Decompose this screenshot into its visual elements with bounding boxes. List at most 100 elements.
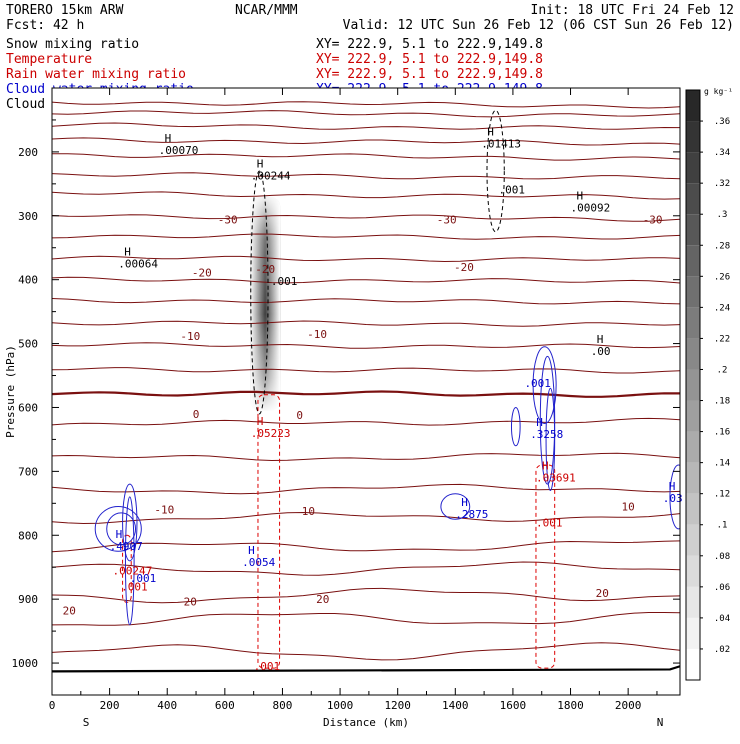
isotherm-8 <box>52 233 680 240</box>
max-value-1: .00244 <box>251 169 291 182</box>
isotherm-7 <box>52 214 680 222</box>
isotherm-3 <box>52 137 680 146</box>
colorbar-swatch-17 <box>686 121 700 153</box>
x-tick-label-5: 1000 <box>327 699 354 712</box>
colorbar-tick-label-7: .16 <box>714 428 730 438</box>
max-value-10: .001 <box>536 516 563 529</box>
colorbar-tick-label-8: .18 <box>714 397 730 407</box>
plot-frame <box>51 87 681 696</box>
max-value-6: .001 <box>271 275 298 288</box>
colorbar-swatch-14 <box>686 214 700 246</box>
isotherm-16 <box>52 417 680 426</box>
isotherm-label-15: 20 <box>596 587 609 600</box>
isotherm-label-2: -30 <box>643 214 663 227</box>
x-tick-label-3: 600 <box>215 699 235 712</box>
isotherm-label-14: 20 <box>316 593 329 606</box>
x-tick-label-9: 1800 <box>557 699 584 712</box>
colorbar-frame <box>685 89 701 681</box>
snow-shading <box>250 196 281 411</box>
header-valid: Valid: 12 UTC Sun 26 Feb 12 (06 CST Sun … <box>343 18 734 33</box>
surface-line <box>52 665 680 673</box>
isotherm-11 <box>52 298 680 305</box>
max-H-5: H <box>597 333 604 346</box>
isotherm-2 <box>52 122 680 130</box>
isotherm-label-10: -10 <box>154 504 174 517</box>
x-tick-label-10: 2000 <box>615 699 642 712</box>
max-value-2: .00064 <box>118 258 158 271</box>
header-fcst: Fcst: 42 h <box>6 18 84 33</box>
max-H-16: H <box>248 544 255 557</box>
colorbar-swatch-16 <box>686 152 700 184</box>
colorbar: .02 .04 .06 .08 .1 .12 .14 .16 .18 .2 .22 .24 .26 .28… <box>685 87 733 681</box>
isotherm-label-8: 0 <box>193 408 200 421</box>
cloud-water-left-3 <box>122 483 138 562</box>
max-value-5: .00 <box>591 345 611 358</box>
isotherm-12 <box>52 320 680 327</box>
isotherm-4 <box>52 153 680 161</box>
colorbar-swatch-2 <box>686 586 700 618</box>
colorbar-swatch-12 <box>686 276 700 308</box>
y-tick-label-8: 1000 <box>12 657 39 670</box>
isotherm-21 <box>52 561 680 576</box>
cloud-water-left-4 <box>124 496 135 626</box>
cloud-water-left-1 <box>94 506 142 552</box>
colorbar-swatch-0 <box>686 648 700 680</box>
y-axis-label: Pressure (hPa) <box>4 345 17 438</box>
colorbar-tick-label-12: .26 <box>714 272 730 282</box>
y-tick-label-6: 800 <box>18 529 38 542</box>
isotherm-labels: -30 -30 -30 -20 -20 -20 -10 -10 0 0 -10 10 10 20 20 20 2… <box>63 214 663 618</box>
legend-xy-0: XY= 222.9, 5.1 to 222.9,149.8 <box>316 37 543 52</box>
max-H-20: H <box>669 480 676 493</box>
isotherm-label-7: -10 <box>307 328 327 341</box>
y-tick-label-3: 500 <box>18 338 38 351</box>
max-value-8: .05223 <box>251 427 291 440</box>
max-H-19: H <box>536 416 543 429</box>
colorbar-swatch-13 <box>686 245 700 277</box>
legend-name-2: Rain water mixing ratio <box>6 67 186 82</box>
colorbar-tick-label-15: .32 <box>714 179 730 189</box>
x-tick-label-0: 0 <box>49 699 56 712</box>
isotherm-label-1: -30 <box>437 214 457 227</box>
isotherm-label-11: 10 <box>302 505 315 518</box>
max-value-3: .01413 <box>481 138 521 151</box>
snow-shade-fade-0 <box>250 196 281 411</box>
colorbar-swatch-3 <box>686 555 700 587</box>
isotherm-label-12: 10 <box>622 501 635 514</box>
colorbar-swatch-1 <box>686 617 700 649</box>
isotherm-24 <box>52 642 680 661</box>
cloud-water-left-2 <box>106 512 137 546</box>
isotherm-22 <box>52 587 680 604</box>
max-H-8: H <box>257 415 264 428</box>
legend-xy-2: XY= 222.9, 5.1 to 222.9,149.8 <box>316 67 543 82</box>
isotherm-label-4: -20 <box>255 263 275 276</box>
colorbar-swatch-8 <box>686 400 700 432</box>
colorbar-tick-label-5: .12 <box>714 490 730 500</box>
legend-xy-1: XY= 222.9, 5.1 to 222.9,149.8 <box>316 52 543 67</box>
max-H-3: H <box>487 126 494 139</box>
colorbar-unit: g kg⁻¹ <box>704 87 733 96</box>
colorbar-swatch-6 <box>686 462 700 494</box>
header-init: Init: 18 UTC Fri 24 Feb 12 <box>531 3 735 18</box>
colorbar-tick-label-16: .34 <box>714 148 730 158</box>
isotherm-15 <box>52 390 680 398</box>
cloud-water-right-4 <box>510 406 521 447</box>
max-value-0: .00070 <box>159 144 199 157</box>
colorbar-tick-label-9: .2 <box>717 365 728 375</box>
colorbar-tick-label-17: .36 <box>714 117 730 127</box>
cloud-water-mid <box>440 493 471 520</box>
max-value-13: .001 <box>254 660 280 673</box>
x-axis-label: Distance (km) <box>323 716 409 729</box>
isotherm-lines <box>52 101 680 673</box>
y-tick-label-1: 300 <box>18 210 38 223</box>
y-tick-label-4: 600 <box>18 401 38 414</box>
max-value-7: .001 <box>499 184 526 197</box>
snow-contour-upper <box>250 170 269 415</box>
isotherm-label-13: 20 <box>184 596 197 609</box>
colorbar-tick-label-2: .06 <box>714 583 730 593</box>
max-value-12: .001 <box>121 580 147 593</box>
endpoint-south: S <box>83 716 90 729</box>
colorbar-tick-label-0: .02 <box>714 645 730 655</box>
isotherm-13 <box>52 342 680 349</box>
max-value-20: .03 <box>663 492 683 505</box>
max-value-15: .001 <box>130 572 157 585</box>
